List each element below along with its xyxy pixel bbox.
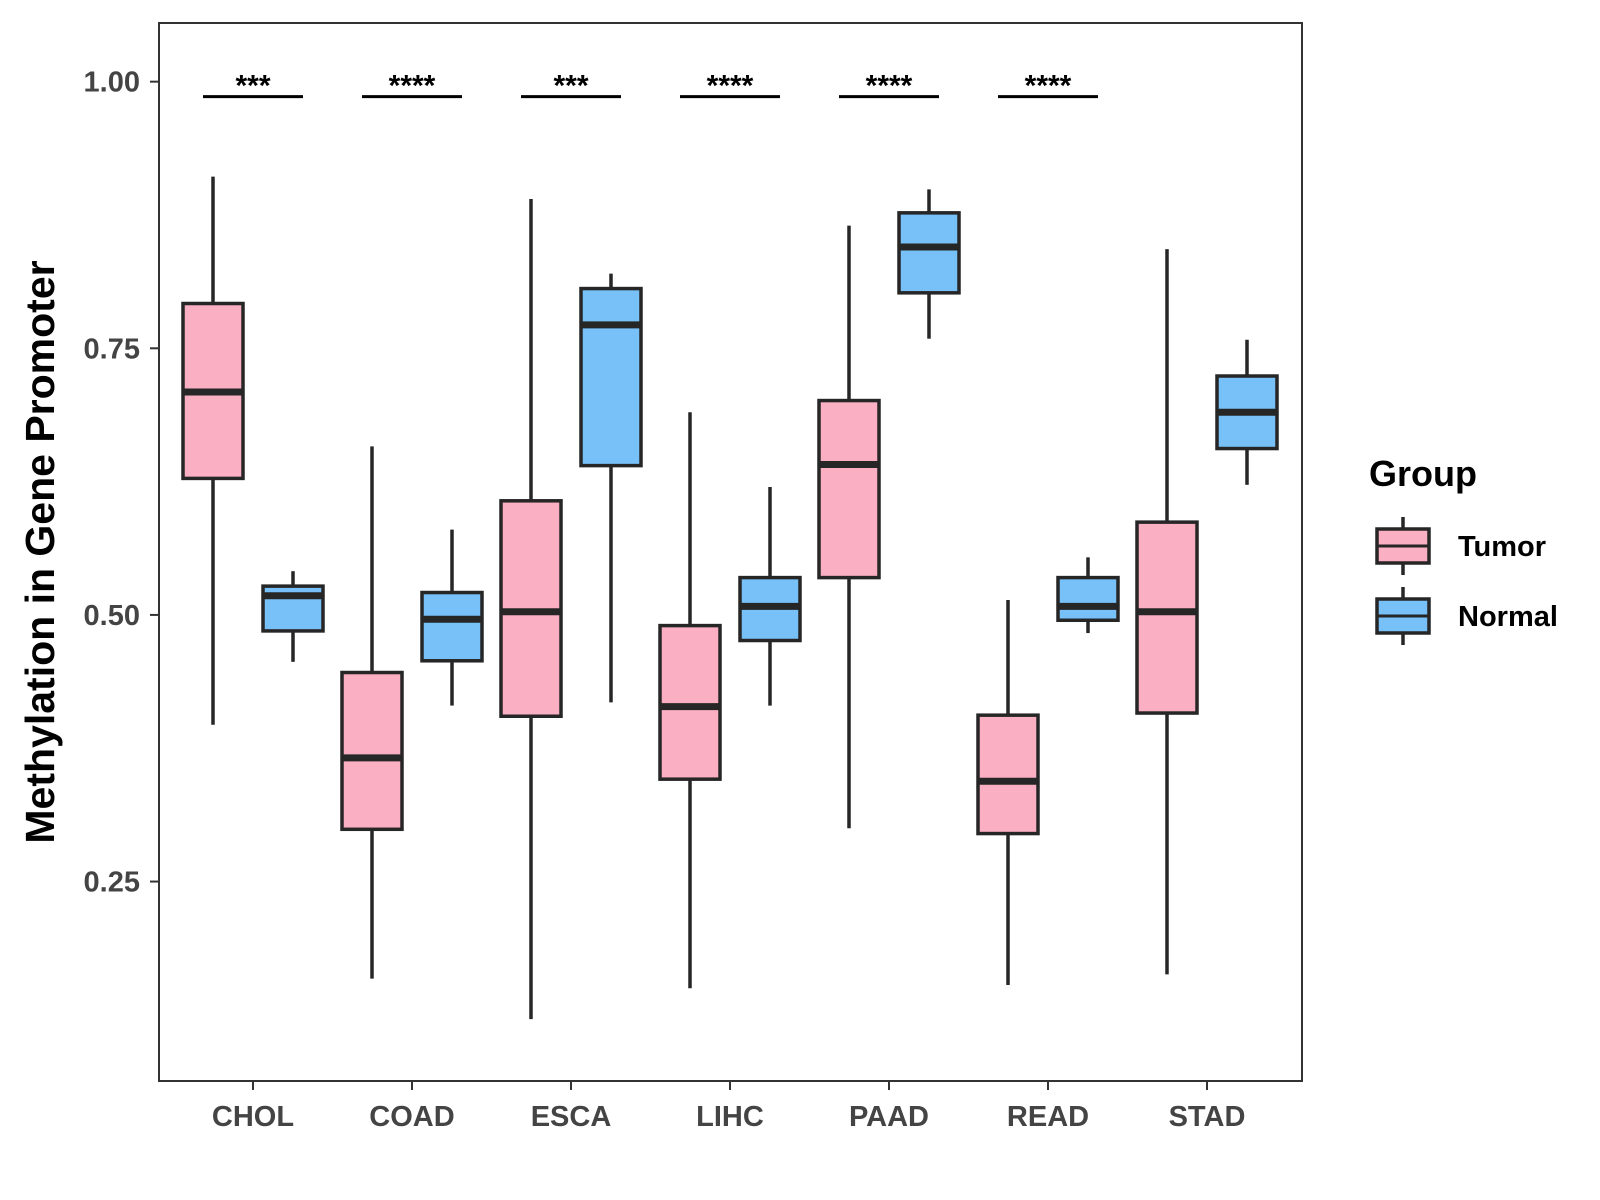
box-paad-normal (897, 189, 961, 339)
box-body-paad-normal (897, 211, 961, 295)
legend-item-tumor: Tumor (1375, 517, 1546, 575)
y-tick-label-0: 0.25 (84, 867, 140, 899)
box-read-normal (1056, 557, 1120, 634)
x-tick-label-paad: PAAD (849, 1101, 929, 1133)
x-tick-label-lihc: LIHC (696, 1101, 764, 1133)
box-body-coad-normal (420, 590, 484, 663)
box-chol-normal (261, 571, 325, 662)
box-body-read-tumor (976, 713, 1040, 836)
box-body-stad-tumor (1135, 520, 1199, 715)
significance-label-paad: **** (866, 70, 913, 103)
significance-label-lihc: **** (707, 70, 754, 103)
significance-label-esca: *** (553, 70, 588, 103)
y-tick-label-1: 0.50 (84, 600, 140, 632)
box-body-esca-normal (579, 286, 643, 468)
legend-label-normal: Normal (1458, 601, 1558, 633)
box-stad-normal (1215, 339, 1279, 485)
x-tick-label-coad: COAD (369, 1101, 454, 1133)
box-lihc-normal (738, 486, 802, 706)
box-paad-tumor (817, 225, 881, 829)
significance-label-read: **** (1025, 70, 1072, 103)
box-body-lihc-tumor (658, 623, 722, 781)
box-lihc-tumor (658, 412, 722, 989)
axes: 0.25 0.50 0.75 1.00 CHOL COAD ESCA LIHC PAAD READ… (84, 67, 1246, 1133)
legend-title: Group (1369, 453, 1477, 494)
x-tick-label-read: READ (1007, 1101, 1089, 1133)
x-tick-label-stad: STAD (1169, 1101, 1246, 1133)
box-chol-tumor (181, 176, 245, 725)
y-tick-label-3: 1.00 (84, 67, 140, 99)
significance-label-coad: **** (389, 70, 436, 103)
box-body-coad-tumor (340, 670, 404, 832)
y-tick-label-2: 0.75 (84, 333, 140, 365)
box-esca-tumor (499, 198, 563, 1020)
box-body-read-normal (1056, 575, 1120, 623)
x-tick-label-esca: ESCA (531, 1101, 612, 1133)
box-coad-normal (420, 529, 484, 706)
box-read-tumor (976, 599, 1040, 986)
legend-label-tumor: Tumor (1458, 531, 1546, 563)
legend-item-normal: Normal (1375, 587, 1558, 645)
plot-layer: *** **** *** **** **** **** (181, 70, 1279, 1020)
y-axis-title: Methylation in Gene Promoter (17, 260, 63, 843)
box-coad-tumor (340, 446, 404, 979)
box-stad-tumor (1135, 249, 1199, 975)
box-esca-normal (579, 273, 643, 703)
significance-label-chol: *** (235, 70, 270, 103)
box-body-paad-tumor (817, 398, 881, 580)
legend: Group Tumor Normal (1369, 453, 1558, 645)
plot-panel-border (158, 22, 1303, 1082)
x-tick-label-chol: CHOL (212, 1101, 294, 1133)
